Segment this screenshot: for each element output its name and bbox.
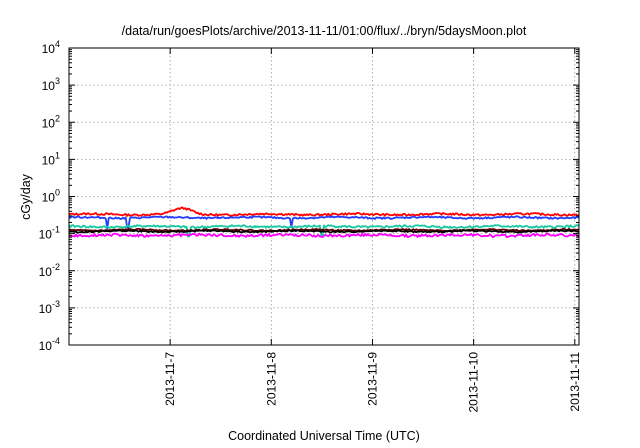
x-tick-label: 2013-11-10 [467, 352, 481, 413]
series-line-1 [68, 206, 580, 217]
chart-title: /data/run/goesPlots/archive/2013-11-11/0… [122, 24, 527, 38]
series-line-5 [68, 229, 580, 234]
y-tick-label: 100 [42, 188, 60, 205]
y-tick-label: 10-4 [39, 336, 60, 353]
grid [69, 48, 579, 345]
y-tick-label: 102 [42, 113, 60, 130]
x-tick-label: 2013-11-7 [163, 352, 177, 406]
y-tick-label: 103 [42, 76, 60, 93]
x-tick-label: 2013-11-9 [365, 352, 379, 406]
y-tick-label: 10-3 [39, 299, 60, 316]
y-tick-label: 104 [42, 39, 60, 56]
y-tick-label: 10-2 [39, 262, 60, 279]
series-group [68, 206, 580, 239]
y-axis: 10-4 10-3 10-2 10-1 100 101 102 103 104 [39, 39, 579, 353]
series-line-2 [68, 215, 580, 230]
x-tick-label: 2013-11-11 [568, 352, 582, 412]
series-line-4 [68, 227, 580, 233]
series-line-3 [68, 224, 580, 238]
y-tick-label: 101 [42, 150, 60, 167]
series-line-6 [68, 232, 580, 239]
x-axis: 2013-11-7 2013-11-8 2013-11-9 2013-11-10 201… [163, 48, 582, 413]
x-tick-label: 2013-11-8 [264, 352, 278, 406]
y-tick-label: 10-1 [39, 225, 60, 242]
x-axis-label: Coordinated Universal Time (UTC) [228, 429, 420, 443]
y-axis-label: cGy/day [19, 173, 33, 220]
